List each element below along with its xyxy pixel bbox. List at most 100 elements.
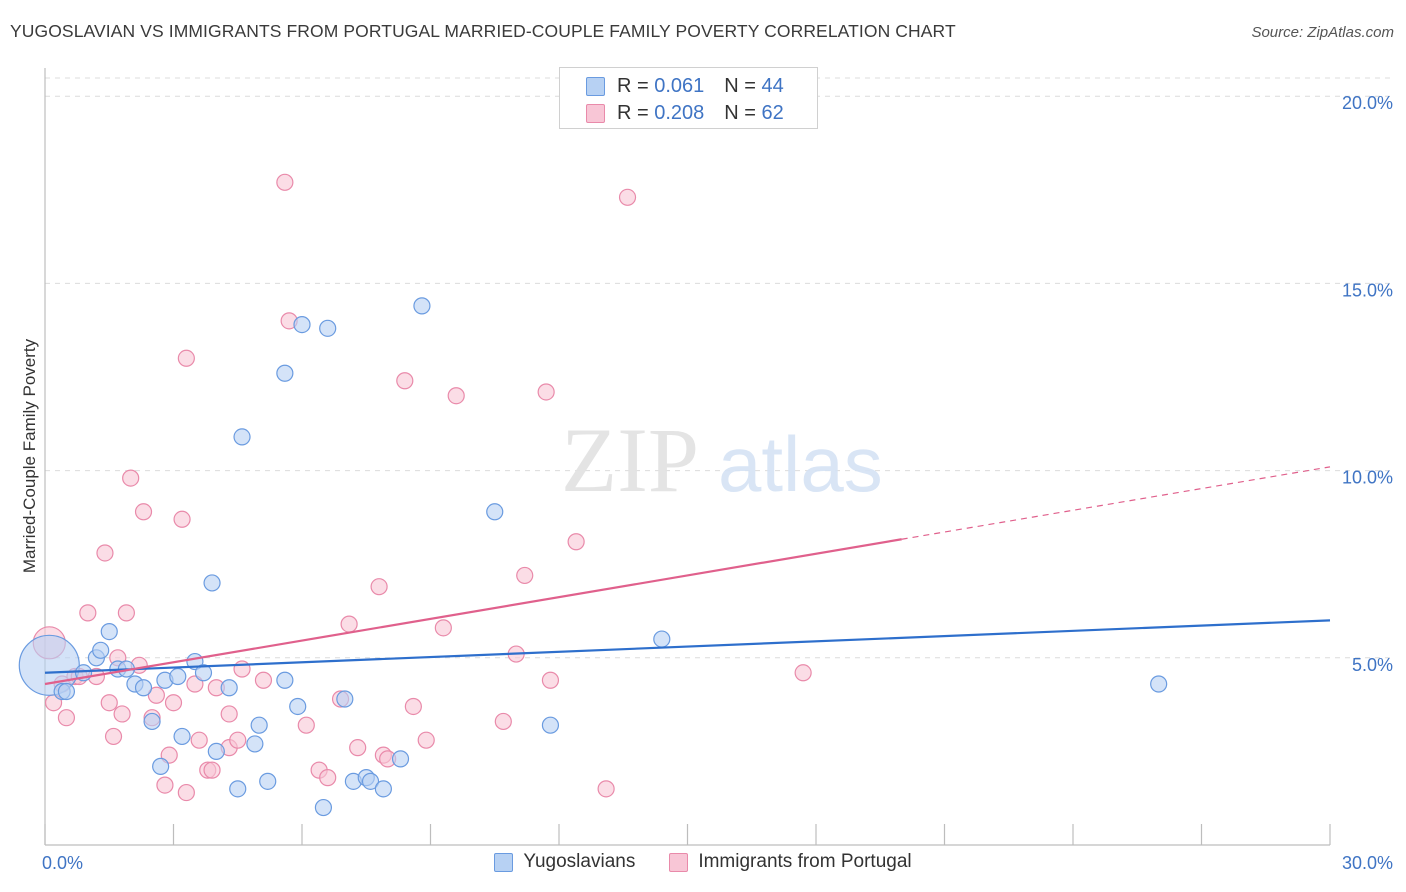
legend-r-label: R = [617,74,649,97]
yugoslavian-point-39 [486,503,504,521]
source-credit: Source: ZipAtlas.com [1251,24,1394,41]
yugoslavian-point-31 [319,319,337,337]
yugoslavian-point-17 [194,664,213,682]
x-tick-label-0: 0.0% [42,853,83,873]
yugoslavian-point-20 [220,679,238,697]
portugal-point-26 [190,731,208,749]
yugoslavian-point-32 [336,690,354,708]
yugoslavian-point-18 [203,574,221,592]
portugal-point-3 [57,709,76,727]
series-legend-item-yugoslavians: Yugoslavians [494,851,635,873]
legend-row-yugoslavians: R = 0.061 N = 44 [586,74,784,98]
yugoslavian-point-35 [361,772,380,790]
portugal-point-24 [177,783,195,802]
portugal-point-58 [618,188,637,206]
legend-row-portugal: R = 0.208 N = 62 [586,101,784,125]
legend-n-value: 44 [761,74,784,97]
watermark: ZIP atlas [561,409,883,511]
portugal-point-21 [164,694,183,712]
yugoslavian-point-15 [173,727,191,746]
portugal-point-50 [447,387,465,405]
series-swatch-pink [669,852,689,872]
yugoslavian-point-12 [152,757,170,775]
yugoslavian-point-28 [289,697,307,716]
series-legend: Yugoslavians Immigrants from Portugal [0,851,1406,873]
portugal-point-41 [340,615,358,633]
yugoslavian-point-11 [143,712,161,731]
portugal-point-42 [349,739,367,757]
portugal-point-14 [122,469,140,487]
yugoslavian-point-24 [250,716,268,734]
portugal-point-43 [370,578,388,596]
portugal-point-32 [229,731,247,749]
series-name: Yugoslavians [523,851,636,872]
portugal-point-13 [117,604,135,622]
x-tick-label-1: 30.0% [1342,853,1393,873]
legend-n-label: N = [724,101,756,124]
yugoslavian-trend-line [44,619,1331,674]
portugal-point-54 [537,383,555,401]
watermark-atlas: atlas [718,420,883,508]
portugal-point-16 [134,503,153,521]
legend-swatch-blue [586,76,605,96]
portugal-point-47 [404,697,422,716]
portugal-point-10 [104,727,123,746]
portugal-point-53 [516,566,534,585]
yugoslavian-point-36 [374,780,392,798]
portugal-point-51 [494,712,512,731]
portugal-point-48 [417,731,435,749]
trend-lines [44,466,1331,686]
portugal-point-34 [254,671,273,689]
y-axis-label: Married-Couple Family Poverty [20,338,39,573]
yugoslavian-point-2 [57,682,76,701]
portugal-point-9 [100,694,118,712]
yugoslavian-point-19 [207,742,225,761]
correlation-legend: R = 0.061 N = 44 R = 0.208 N = 62 [559,67,818,129]
portugal-point-23 [177,349,195,367]
yugoslavian-point-42 [1150,675,1168,693]
yugoslavian-point-38 [413,297,431,315]
yugoslavian-point-5 [92,641,110,659]
yugoslavian-point-25 [259,772,277,790]
legend-swatch-pink [586,103,605,123]
legend-r-value: 0.061 [654,74,705,97]
portugal-point-57 [597,780,615,798]
portugal-point-35 [276,173,294,191]
portugal-point-8 [96,544,114,562]
yugoslavian-point-40 [541,716,560,734]
portugal-point-55 [541,671,560,689]
portugal-point-56 [567,533,585,551]
series-name: Immigrants from Portugal [698,851,912,872]
y-tick-label-2: 15.0% [1342,280,1393,300]
y-tick-label-0: 5.0% [1352,655,1393,675]
data-points [18,173,1168,817]
yugoslavian-point-30 [314,798,333,817]
x-tick-labels: 0.0% 30.0% [42,853,1393,873]
legend-r-label: R = [617,101,649,124]
portugal-point-12 [113,705,131,723]
portugal-point-19 [156,776,174,794]
yugoslavian-point-27 [276,671,294,689]
y-tick-label-3: 20.0% [1342,93,1393,113]
portugal-point-46 [396,372,414,390]
legend-r-value: 0.208 [654,101,705,124]
yugoslavian-point-37 [391,750,410,768]
yugoslavian-point-10 [134,679,153,697]
axes [44,68,1331,846]
portugal-point-6 [79,604,97,622]
portugal-point-22 [173,510,191,528]
legend-n-value: 62 [761,101,784,124]
portugal-trend-line-dashed [901,466,1331,540]
portugal-point-49 [434,619,452,637]
portugal-trend-line [44,538,902,686]
series-swatch-blue [494,852,514,872]
chart-title: YUGOSLAVIAN VS IMMIGRANTS FROM PORTUGAL … [10,21,956,41]
portugal-point-37 [297,716,315,734]
portugal-point-39 [319,769,337,787]
legend-n-label: N = [724,74,756,97]
yugoslavian-point-29 [293,315,311,334]
watermark-zip: ZIP [561,409,699,511]
portugal-point-28 [203,761,221,779]
portugal-point-18 [147,686,165,704]
